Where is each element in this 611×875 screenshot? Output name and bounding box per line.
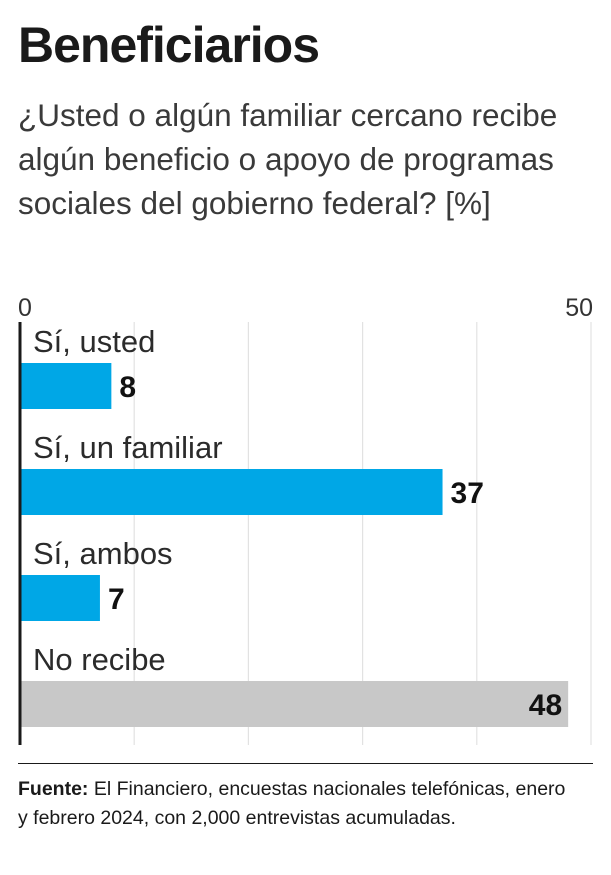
bar-chart: 0 50 Sí, usted 8 Sí, un familiar 37 Sí, ambos 7… [18, 294, 593, 745]
footer-divider [18, 763, 593, 764]
bar [20, 363, 112, 409]
chart-title: Beneficiarios [18, 17, 320, 73]
bar [20, 469, 443, 515]
bar [20, 681, 569, 727]
chart-subtitle: ¿Usted o algún familiar cercano recibe a… [18, 97, 558, 221]
value-label: 37 [451, 477, 484, 510]
value-label: 48 [529, 689, 562, 722]
category-label: Sí, un familiar [33, 430, 223, 465]
category-label: No recibe [33, 642, 166, 677]
source-note: Fuente: El Financiero, encuestas naciona… [18, 775, 578, 833]
category-label: Sí, usted [33, 324, 155, 359]
x-tick-label: 50 [565, 294, 593, 322]
category-label: Sí, ambos [33, 536, 173, 571]
source-label: Fuente: [18, 778, 89, 800]
source-text: El Financiero, encuestas nacionales tele… [18, 778, 566, 829]
value-label: 7 [108, 583, 125, 616]
value-label: 8 [119, 371, 136, 404]
bar [20, 575, 100, 621]
x-tick-label: 0 [18, 294, 32, 322]
